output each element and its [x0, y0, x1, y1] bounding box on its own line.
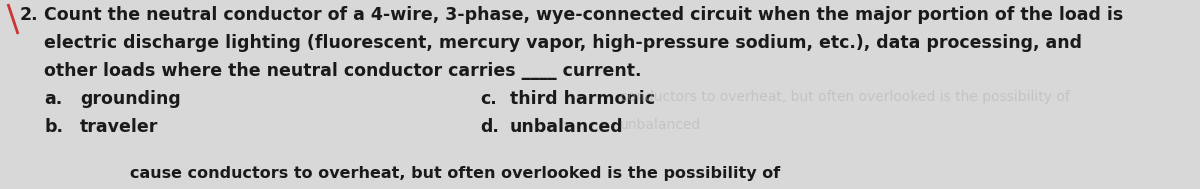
Text: unbalanced: unbalanced — [620, 118, 701, 132]
Text: conductors to overheat, but often overlooked is the possibility of: conductors to overheat, but often overlo… — [620, 90, 1070, 104]
Text: b.: b. — [44, 118, 64, 136]
Text: traveler: traveler — [80, 118, 158, 136]
Text: grounding: grounding — [80, 90, 181, 108]
Text: other loads where the neutral conductor carries ____ current.: other loads where the neutral conductor … — [44, 62, 642, 80]
Text: cause conductors to overheat, but often overlooked is the possibility of: cause conductors to overheat, but often … — [130, 166, 780, 181]
Text: a.: a. — [44, 90, 62, 108]
Text: electric discharge lighting (fluorescent, mercury vapor, high-pressure sodium, e: electric discharge lighting (fluorescent… — [44, 34, 1082, 52]
Text: c.: c. — [480, 90, 497, 108]
Text: 2.: 2. — [20, 6, 38, 24]
Text: unbalanced: unbalanced — [510, 118, 624, 136]
Text: third harmonic: third harmonic — [510, 90, 655, 108]
Text: Count the neutral conductor of a 4-wire, 3-phase, wye-connected circuit when the: Count the neutral conductor of a 4-wire,… — [44, 6, 1123, 24]
Text: d.: d. — [480, 118, 499, 136]
